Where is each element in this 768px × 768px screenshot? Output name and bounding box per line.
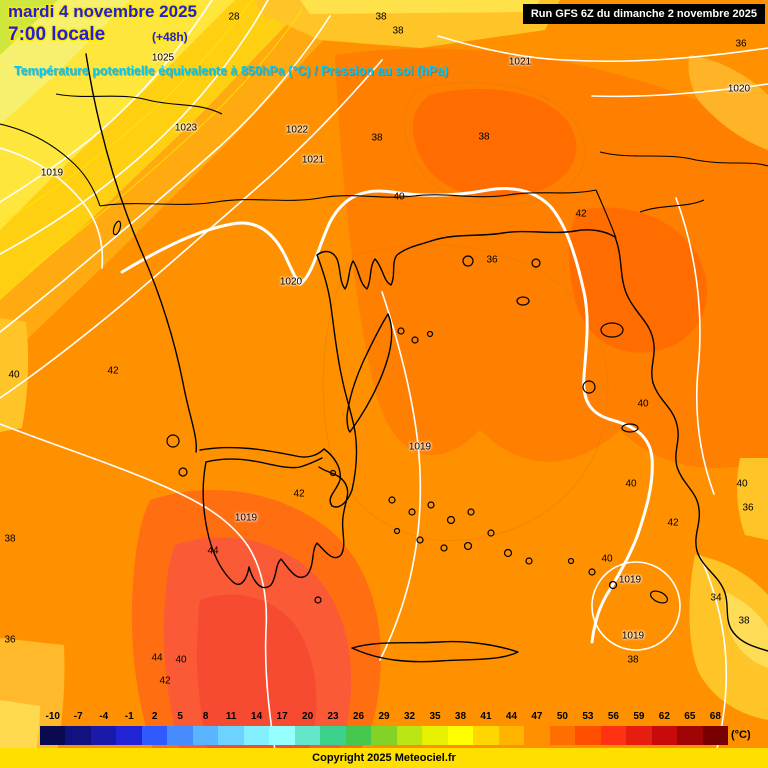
colorbar-value: 20 bbox=[302, 711, 314, 722]
colorbar-segment bbox=[371, 726, 397, 745]
date-label: mardi 4 novembre 2025 bbox=[8, 2, 197, 21]
colorbar-segment bbox=[396, 726, 423, 745]
color-scale-values: -10 -7 -4 -1 2 5 8 11 14 17 20 23 26 29 32 35 38 41 44 47 50… bbox=[40, 711, 728, 725]
colorbar-segment bbox=[141, 726, 168, 745]
colorbar-segment bbox=[447, 726, 474, 745]
colorbar-segment bbox=[218, 726, 244, 745]
colorbar-value: 29 bbox=[378, 711, 390, 722]
colorbar-value: 56 bbox=[607, 711, 619, 722]
colorbar-value: 2 bbox=[151, 711, 158, 722]
colorbar-value: -10 bbox=[45, 711, 60, 722]
colorbar-segment bbox=[549, 726, 576, 745]
colorbar-segment bbox=[473, 726, 499, 745]
copyright-bar: Copyright 2025 Meteociel.fr bbox=[0, 748, 768, 768]
colorbar-value: -7 bbox=[73, 711, 83, 722]
colorbar-value: -4 bbox=[99, 711, 109, 722]
colorbar-value: 14 bbox=[251, 711, 263, 722]
colorbar-segment bbox=[167, 726, 193, 745]
colorbar-value: 23 bbox=[327, 711, 339, 722]
colorbar-value: 5 bbox=[177, 711, 183, 722]
colorbar-segment bbox=[116, 726, 142, 745]
copyright-text: Copyright 2025 Meteociel.fr bbox=[312, 752, 456, 764]
islands bbox=[112, 220, 669, 604]
color-scale-strip bbox=[40, 726, 729, 745]
colorbar-value: 47 bbox=[531, 711, 543, 722]
temperature-contours bbox=[0, 0, 609, 542]
color-scale: -10 -7 -4 -1 2 5 8 11 14 17 20 23 26 29 32 35 38 41 44 47 50… bbox=[40, 711, 729, 745]
colorbar-value: 68 bbox=[709, 711, 721, 722]
colorbar-value: 50 bbox=[556, 711, 568, 722]
unit-label: (°C) bbox=[731, 729, 751, 741]
colorbar-segment bbox=[320, 726, 346, 745]
colorbar-segment bbox=[600, 726, 627, 745]
colorbar-segment bbox=[422, 726, 448, 745]
colorbar-segment bbox=[345, 726, 372, 745]
colorbar-value: 11 bbox=[225, 711, 237, 722]
colorbar-value: 38 bbox=[454, 711, 467, 722]
country-borders bbox=[0, 93, 768, 239]
coastlines bbox=[85, 53, 768, 663]
colorbar-value: 41 bbox=[480, 711, 492, 722]
colorbar-segment bbox=[90, 726, 117, 745]
colorbar-value: 59 bbox=[633, 711, 645, 722]
colorbar-value: 53 bbox=[582, 711, 594, 722]
colorbar-segment bbox=[677, 726, 703, 745]
colorbar-value: 32 bbox=[403, 711, 416, 722]
colorbar-value: 65 bbox=[684, 711, 696, 722]
colorbar-segment bbox=[626, 726, 652, 745]
colorbar-segment bbox=[65, 726, 91, 745]
colorbar-segment bbox=[498, 726, 525, 745]
colorbar-segment bbox=[40, 726, 66, 745]
colorbar-value: 8 bbox=[202, 711, 209, 722]
colorbar-segment bbox=[524, 726, 550, 745]
colorbar-segment bbox=[269, 726, 295, 745]
forecast-offset-label: (+48h) bbox=[152, 30, 188, 44]
colorbar-value: 26 bbox=[352, 711, 365, 722]
colorbar-segment bbox=[294, 726, 321, 745]
colorbar-value: 62 bbox=[658, 711, 670, 722]
colorbar-value: 35 bbox=[429, 711, 441, 722]
colorbar-segment bbox=[243, 726, 270, 745]
model-run-info: Run GFS 6Z du dimanche 2 novembre 2025 bbox=[522, 4, 765, 24]
map-parameter-title: Température potentielle équivalente à 85… bbox=[14, 64, 449, 78]
colorbar-segment bbox=[702, 726, 729, 745]
time-label: 7:00 locale bbox=[8, 24, 106, 45]
colorbar-segment bbox=[192, 726, 219, 745]
colorbar-segment bbox=[651, 726, 678, 745]
colorbar-value: -1 bbox=[124, 711, 134, 722]
colorbar-value: 17 bbox=[276, 711, 288, 722]
colorbar-value: 44 bbox=[505, 711, 518, 722]
colorbar-segment bbox=[575, 726, 601, 745]
